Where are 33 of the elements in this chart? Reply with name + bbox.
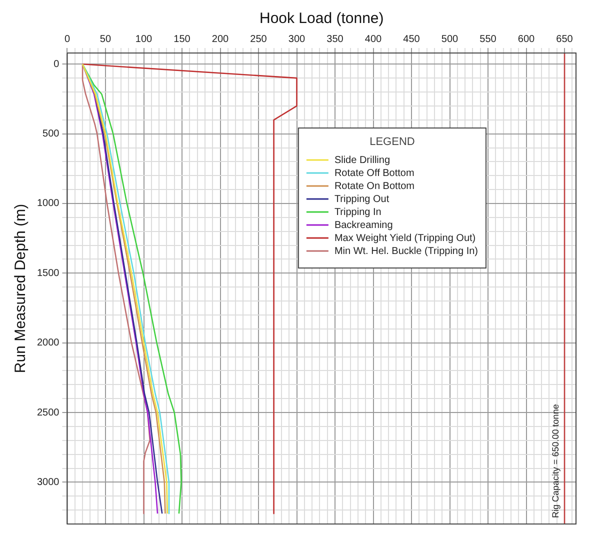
legend-label: Tripping Out [334, 194, 390, 205]
x-tick-label: 150 [174, 34, 191, 45]
x-tick-label: 50 [100, 34, 112, 45]
x-tick-label: 250 [250, 34, 268, 45]
x-axis-title: Hook Load (tonne) [260, 10, 384, 28]
y-axis-title: Run Measured Depth (m) [12, 204, 30, 374]
y-tick-label: 1000 [36, 198, 60, 210]
x-tick-label: 500 [441, 34, 459, 45]
x-tick-label: 350 [326, 34, 344, 45]
x-tick-label: 100 [135, 34, 153, 45]
ref-line-label: Rig Capacity = 650.00 tonne [550, 404, 561, 518]
x-tick-label: 600 [518, 34, 536, 45]
legend-title: LEGEND [370, 136, 415, 148]
y-tick-label: 2500 [36, 407, 60, 418]
x-tick-label: 400 [364, 34, 382, 45]
x-tick-label: 200 [212, 34, 230, 45]
legend-label: Slide Drilling [334, 154, 390, 166]
x-tick-label: 450 [403, 34, 420, 45]
y-tick-label: 1500 [36, 268, 60, 279]
legend-label: Rotate Off Bottom [334, 168, 414, 179]
y-tick-label: 0 [54, 58, 60, 70]
legend-label: Backreaming [334, 220, 393, 231]
x-tick-label: 650 [556, 34, 574, 45]
legend-label: Rotate On Bottom [334, 180, 414, 192]
legend-label: Tripping In [334, 206, 382, 218]
x-tick-label: 0 [64, 34, 70, 45]
legend-label: Min Wt. Hel. Buckle (Tripping In) [334, 246, 478, 257]
y-tick-label: 2000 [36, 338, 60, 349]
y-tick-label: 500 [42, 128, 60, 140]
legend-label: Max Weight Yield (Tripping Out) [334, 232, 476, 244]
x-tick-label: 550 [480, 34, 497, 45]
x-tick-label: 300 [288, 34, 306, 45]
y-tick-label: 3000 [36, 476, 60, 488]
